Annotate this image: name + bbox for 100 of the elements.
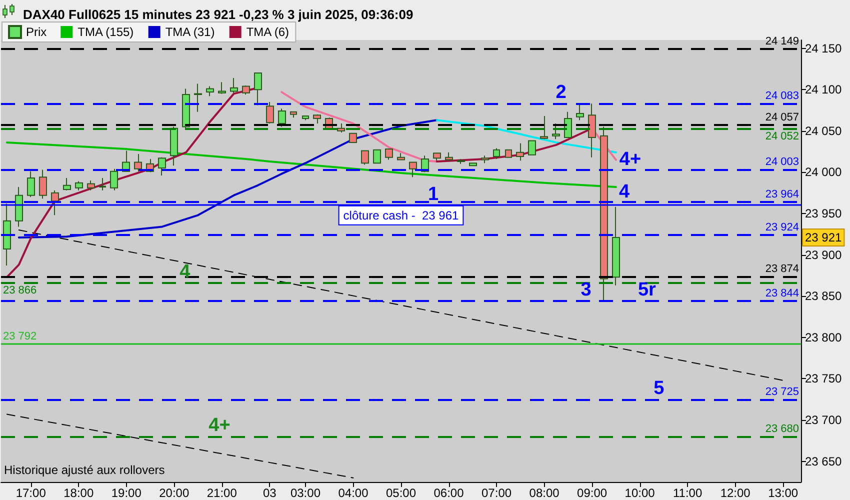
x-tick-label: 09:00 [577,486,608,500]
x-tick-label: 21:00 [206,486,238,500]
chart-title: DAX40 Full0625 15 minutes 23 921 -0,23 % 3 juin 2025, 09:36:09 [23,7,414,22]
candlestick [75,180,83,191]
candlestick [540,116,548,140]
candlestick [445,152,453,162]
candlestick [182,88,190,130]
y-tick-label: 23 900 [805,248,842,262]
candlestick [516,142,524,162]
candlestick [576,103,584,121]
annotation: 4 [618,181,630,202]
candlestick [373,149,381,164]
y-tick-label: 23 950 [805,206,842,220]
x-tick-label: 03:00 [290,486,321,500]
candlestick [337,122,345,134]
legend-label: TMA (155) [78,25,134,39]
annotation: 2 [556,82,566,104]
candlestick [528,140,536,156]
ref-line-label: 23 866 [3,284,37,296]
ref-line-label: 23 725 [765,386,799,398]
candlestick [158,156,166,176]
x-tick-label: 07:00 [482,486,512,500]
ref-line-label: 24 003 [765,156,799,168]
candlestick [170,126,178,166]
candlestick [505,149,512,158]
annotation: 3 [580,280,592,301]
candlestick [206,86,214,97]
x-tick-label: 03 [262,486,277,500]
x-tick-label: 05:00 [386,486,416,500]
candlestick [564,111,572,138]
candlestick [63,177,71,191]
candlestick [612,206,620,286]
x-tick-label: 18:00 [64,486,94,500]
legend-label: TMA (6) [246,25,290,39]
annotation: 23 921 [805,230,842,244]
y-tick-label: 23 650 [805,454,842,468]
line-series [436,119,617,154]
candlestick [409,162,417,178]
line-series [18,119,438,238]
candlestick [266,101,274,124]
y-tick-label: 23 800 [805,330,842,344]
annotation: 4+ [619,149,642,170]
candlestick [433,152,441,162]
candlestick [397,152,405,160]
candlestick [588,103,596,158]
x-tick-label: 17:00 [16,486,46,500]
y-tick-label: 23 700 [805,413,842,428]
ref-line-label: 23 680 [765,423,799,436]
y-tick-label: 23 750 [805,372,842,386]
candlestick [278,108,286,128]
candlestick [87,180,95,191]
annotation: 5 [654,378,665,399]
candlestick [457,158,465,164]
candlestick [313,114,321,124]
legend-label: Prix [26,25,47,39]
ref-line-label: 24 149 [765,36,799,48]
candlestick [39,169,47,200]
y-tick-label: 24 100 [805,82,842,97]
legend-label: TMA (31) [165,25,215,39]
candlestick [134,154,142,172]
annotation: 4+ [208,415,230,436]
candlestick [349,132,357,143]
candlestick [27,170,35,198]
ref-line-label: 24 083 [765,90,799,102]
candlestick [51,190,59,216]
candlestick [385,148,393,160]
y-tick-label: 24 000 [805,165,842,180]
candlestick [290,111,297,118]
candlestick [254,72,262,106]
x-tick-label: 11:00 [672,486,702,500]
candlestick [194,83,202,112]
ref-line-label: clôture cash - 23 961 [343,208,460,222]
candlestick [361,150,369,166]
annotation: Historique ajusté aux rollovers [4,463,165,477]
x-tick-label: 19:00 [111,486,142,500]
candlestick [493,148,500,160]
candlestick [218,82,226,94]
x-tick-label: 20:00 [159,486,190,500]
candlestick [481,155,489,164]
line-series [6,141,617,188]
x-tick-label: 04:00 [338,486,369,500]
x-tick-label: 13:00 [768,486,798,500]
candlestick [99,177,106,191]
y-tick-label: 24 050 [805,124,842,138]
ref-line-label: 24 057 [765,112,799,124]
candlestick [242,84,250,96]
annotation: 1 [428,184,439,205]
candlestick [3,203,11,266]
candlestick [552,122,560,140]
ref-line-label: 23 874 [765,262,799,275]
ref-line-label: 23 792 [3,330,37,343]
ref-line-label: 24 052 [765,130,799,143]
ref-line-label: 23 964 [765,188,799,200]
line-series [280,91,438,162]
x-tick-label: 06:00 [434,486,464,500]
candlestick [469,162,477,166]
ref-line-label: 23 844 [765,288,799,300]
annotation: 5r [638,280,657,301]
x-tick-label: 08:00 [529,486,560,500]
y-tick-label: 23 850 [805,289,842,304]
